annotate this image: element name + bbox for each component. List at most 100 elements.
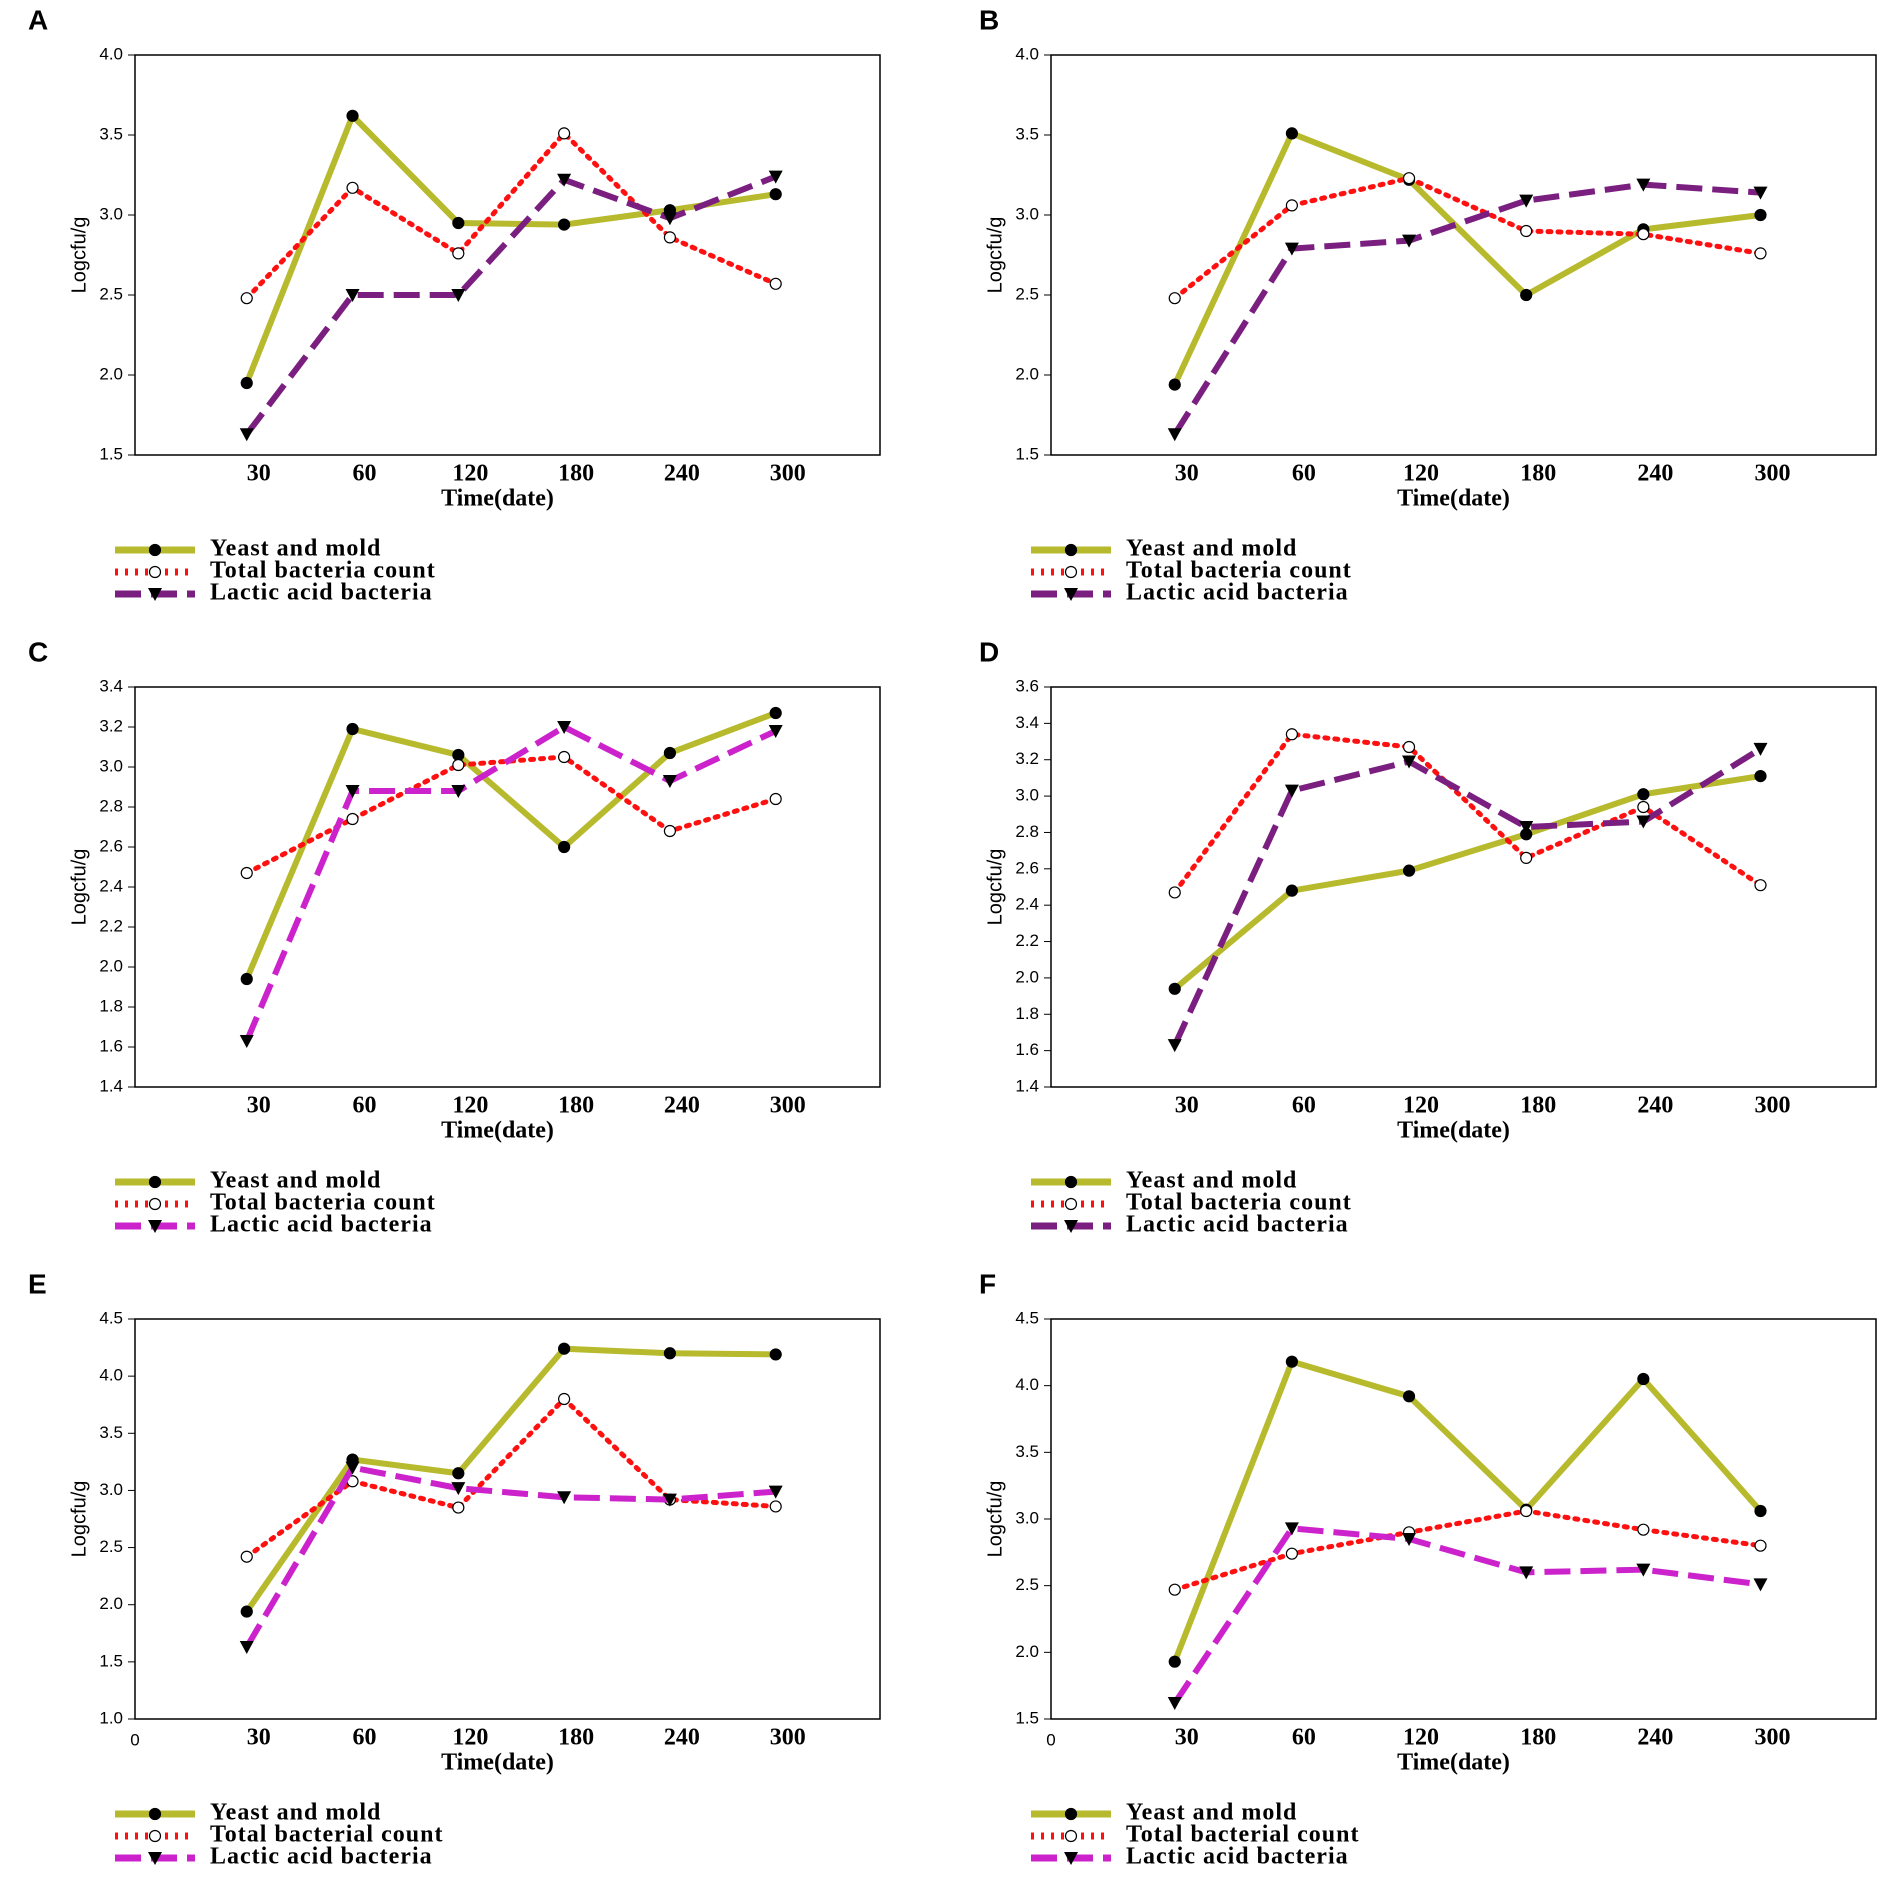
data-point (345, 785, 360, 798)
panel: B 1.5 2.0 2.5 3.0 3.5 4.0 30 60 120 180 240 300 Time(… (979, 4, 1877, 606)
data-point (769, 792, 782, 806)
y-tick-label: 4.0 (1015, 1375, 1039, 1394)
x-tick-label: 300 (1755, 1093, 1791, 1119)
plot-frame (134, 686, 881, 1088)
x-axis-title: Time(date) (441, 1750, 554, 1776)
data-point (768, 1485, 783, 1499)
series-line (1172, 175, 1763, 301)
y-tick-label: 2.0 (1015, 364, 1039, 383)
x-tick-label: 120 (452, 1093, 488, 1119)
legend-label: Total bacteria count (1126, 558, 1352, 584)
data-point (1519, 194, 1534, 208)
y-tick-label: 1.5 (99, 444, 123, 463)
panel: D 1.4 1.6 1.8 2.0 2.2 2.4 2.6 2.8 3.0 3.2 3.4 3.6 30 6… (979, 636, 1877, 1238)
series-line (1172, 746, 1763, 1047)
data-point (1402, 755, 1417, 769)
data-point (1285, 728, 1299, 741)
data-point (240, 1605, 253, 1618)
data-point (1284, 1522, 1299, 1536)
data-point (1167, 1697, 1182, 1710)
legend-label: Yeast and mold (1126, 1168, 1297, 1194)
data-point (1753, 1578, 1768, 1592)
y-axis-title: Logcfu/g (984, 217, 1006, 294)
series-line (244, 129, 779, 301)
x-tick-label: 180 (1520, 461, 1556, 487)
y-tick-label: 2.8 (1015, 822, 1039, 841)
x-tick-label: 60 (353, 1093, 377, 1119)
data-point (769, 188, 782, 201)
data-point (558, 1342, 571, 1355)
legend-label: Lactic acid bacteria (210, 580, 433, 606)
series-line (1172, 181, 1761, 436)
data-point (1402, 864, 1416, 877)
x-origin-label: 0 (1046, 1730, 1055, 1749)
plot-frame (134, 1318, 881, 1720)
data-point (1285, 1547, 1299, 1560)
data-point (1285, 127, 1299, 140)
data-point (769, 1500, 782, 1513)
data-point (452, 1501, 465, 1514)
y-tick-label: 3.0 (99, 1480, 123, 1499)
data-point (346, 181, 359, 194)
data-point (452, 748, 465, 762)
legend-label: Total bacterial count (1126, 1822, 1359, 1848)
legend-marker (148, 588, 162, 601)
legend-label: Yeast and mold (210, 1800, 381, 1826)
legend-marker (148, 1807, 162, 1821)
data-point (1637, 1523, 1650, 1536)
y-tick-label: 1.4 (1015, 1076, 1039, 1095)
y-tick-label: 2.0 (1015, 1642, 1039, 1661)
data-point (663, 746, 677, 760)
panel-label: F (979, 1268, 996, 1299)
legend-marker (148, 1829, 162, 1843)
x-tick-label: 120 (1403, 461, 1439, 487)
y-tick-label: 2.2 (99, 916, 123, 935)
data-point (1168, 1655, 1181, 1668)
y-tick-label: 1.8 (1015, 1004, 1039, 1023)
x-origin-label: 0 (130, 1730, 139, 1749)
x-tick-label: 60 (353, 1725, 377, 1751)
data-point (1753, 742, 1768, 756)
data-point (1754, 769, 1767, 783)
data-point (663, 231, 677, 244)
series-line (244, 173, 777, 437)
data-point (1168, 1583, 1181, 1596)
data-point (1402, 172, 1416, 185)
data-point (452, 216, 465, 230)
x-tick-label: 240 (664, 1093, 700, 1119)
data-point (1167, 1039, 1182, 1053)
data-point (558, 127, 571, 140)
data-point (557, 721, 572, 734)
legend-marker (148, 1175, 162, 1189)
x-tick-label: 30 (247, 461, 271, 487)
data-point (1285, 884, 1299, 897)
panel: F 1.5 2.0 2.5 3.0 3.5 4.0 4.5 30 60 120 180 240 300 0 T… (979, 1268, 1877, 1870)
data-point (557, 173, 572, 187)
data-point (1520, 288, 1533, 302)
y-tick-label: 3.4 (99, 676, 123, 695)
y-tick-label: 2.5 (99, 1537, 123, 1556)
y-tick-label: 3.0 (1015, 786, 1039, 805)
x-tick-label: 240 (1637, 1093, 1673, 1119)
series-line (1172, 773, 1761, 992)
data-point (1168, 378, 1181, 391)
legend-label: Yeast and mold (210, 536, 381, 562)
x-axis-title: Time(date) (441, 1118, 554, 1144)
series-line (244, 1345, 776, 1614)
y-tick-label: 3.2 (1015, 749, 1039, 768)
data-point (1167, 428, 1182, 442)
panel: C 1.4 1.6 1.8 2.0 2.2 2.4 2.6 2.8 3.0 3.2 3.4 30 60 12… (28, 636, 881, 1238)
data-point (451, 785, 466, 798)
data-point (1402, 1390, 1416, 1403)
legend-marker (1064, 1829, 1078, 1843)
y-tick-label: 3.0 (1015, 1508, 1039, 1527)
y-tick-label: 1.4 (99, 1076, 123, 1095)
series-line (243, 723, 777, 1043)
data-point (663, 1347, 677, 1360)
data-point (1402, 1533, 1417, 1546)
data-point (452, 1467, 465, 1480)
legend-marker (1064, 543, 1078, 557)
y-tick-label: 3.5 (99, 124, 123, 143)
series-line (1172, 1508, 1763, 1593)
data-point (663, 824, 677, 838)
